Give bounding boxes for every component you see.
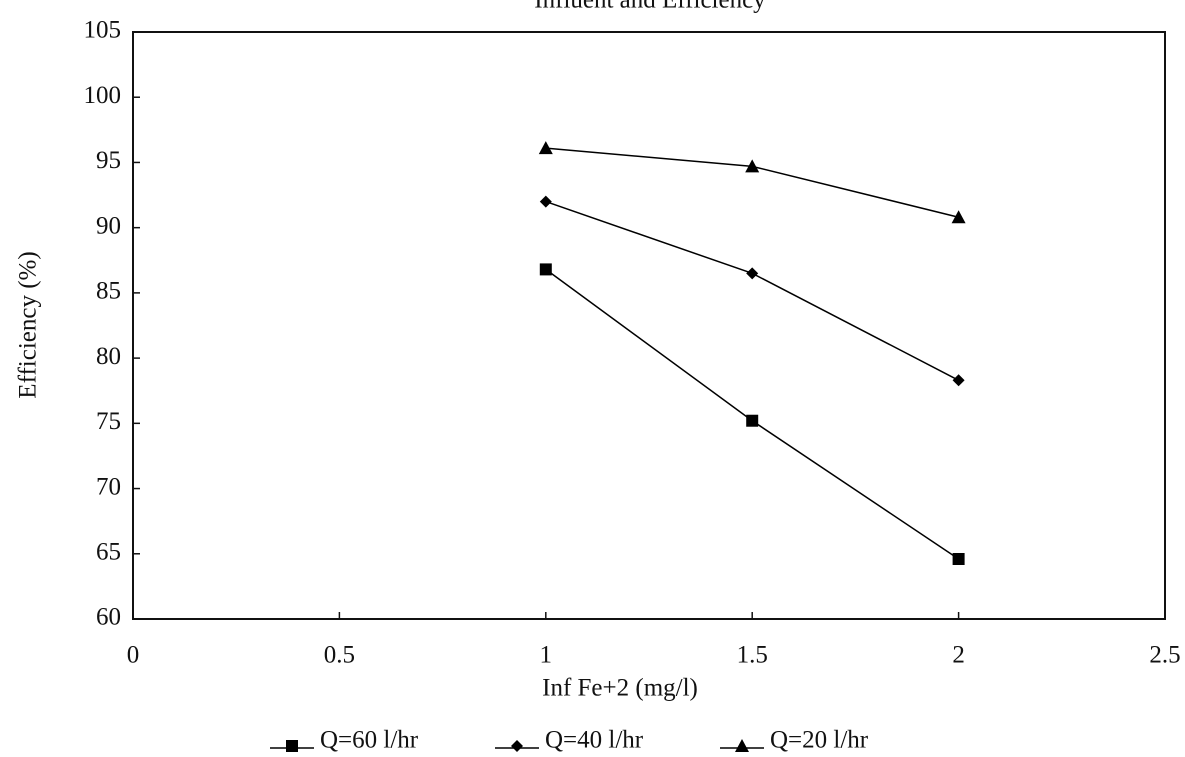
marker: [746, 415, 758, 427]
marker: [540, 263, 552, 275]
plot-frame: [133, 32, 1165, 619]
x-tick-label: 0: [127, 642, 140, 669]
y-tick-label: 75: [96, 408, 121, 435]
y-axis-label: Efficiency (%): [15, 251, 42, 398]
x-tick-label: 0.5: [324, 642, 355, 669]
x-tick-label: 1: [540, 642, 553, 669]
marker: [539, 141, 553, 154]
x-tick-label: 1.5: [737, 642, 768, 669]
marker: [746, 267, 758, 279]
marker: [953, 553, 965, 565]
legend-item: Q=40 l/hr: [495, 727, 644, 754]
chart: Influent and Efficiency Inf Fe+2 (mg/l) …: [0, 0, 1185, 757]
y-tick-label: 65: [96, 539, 121, 566]
legend-label: Q=20 l/hr: [770, 727, 869, 754]
marker: [540, 196, 552, 208]
legend-item: Q=20 l/hr: [720, 727, 869, 754]
y-tick-label: 100: [84, 82, 122, 109]
legend-marker: [735, 739, 749, 752]
series-line: [546, 269, 959, 559]
legend-marker: [511, 740, 523, 752]
y-tick-label: 95: [96, 147, 121, 174]
marker: [953, 374, 965, 386]
legend-item: Q=60 l/hr: [270, 727, 419, 754]
x-tick-label: 2: [952, 642, 965, 669]
x-tick-label: 2.5: [1149, 642, 1180, 669]
y-tick-label: 85: [96, 278, 121, 305]
x-axis-label: Inf Fe+2 (mg/l): [542, 675, 698, 702]
y-tick-label: 60: [96, 604, 121, 631]
legend-label: Q=40 l/hr: [545, 727, 644, 754]
y-tick-label: 70: [96, 473, 121, 500]
y-tick-label: 90: [96, 212, 121, 239]
legend-label: Q=60 l/hr: [320, 727, 419, 754]
y-tick-label: 80: [96, 343, 121, 370]
series-line: [546, 148, 959, 217]
y-tick-label: 105: [84, 17, 122, 44]
chart-title: Influent and Efficiency: [534, 0, 766, 14]
legend-marker: [286, 740, 298, 752]
series-line: [546, 202, 959, 381]
page: Influent and Efficiency Inf Fe+2 (mg/l) …: [0, 0, 1185, 757]
